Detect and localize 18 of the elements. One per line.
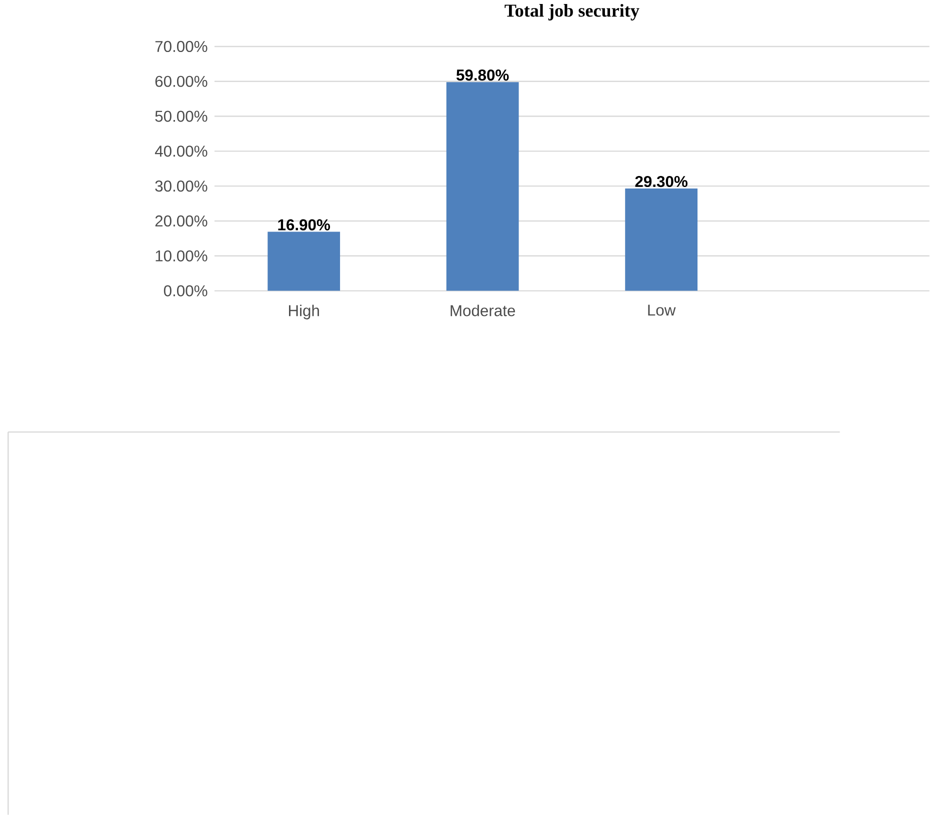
x-tick-label: High [289, 304, 319, 320]
data-label: 16.90% [278, 219, 330, 230]
y-tick-label: 0.00% [164, 285, 208, 296]
data-label: 29.30% [635, 176, 688, 187]
x-tick-label: Moderate [450, 304, 515, 316]
data-label: 59.80% [456, 69, 509, 80]
y-tick-label: 20.00% [155, 215, 208, 226]
y-tick-label: 30.00% [155, 180, 208, 192]
y-tick-label: 70.00% [155, 40, 208, 52]
y-tick-label: 60.00% [155, 76, 208, 87]
y-tick-label: 40.00% [154, 145, 208, 157]
bar [268, 232, 340, 291]
y-tick-label: 10.00% [156, 250, 208, 262]
y-tick-label: 50.00% [155, 110, 208, 122]
chart-title: Total job security [504, 4, 640, 20]
bar [446, 82, 519, 291]
x-tick-label: Low [648, 304, 676, 316]
bar [625, 188, 698, 291]
